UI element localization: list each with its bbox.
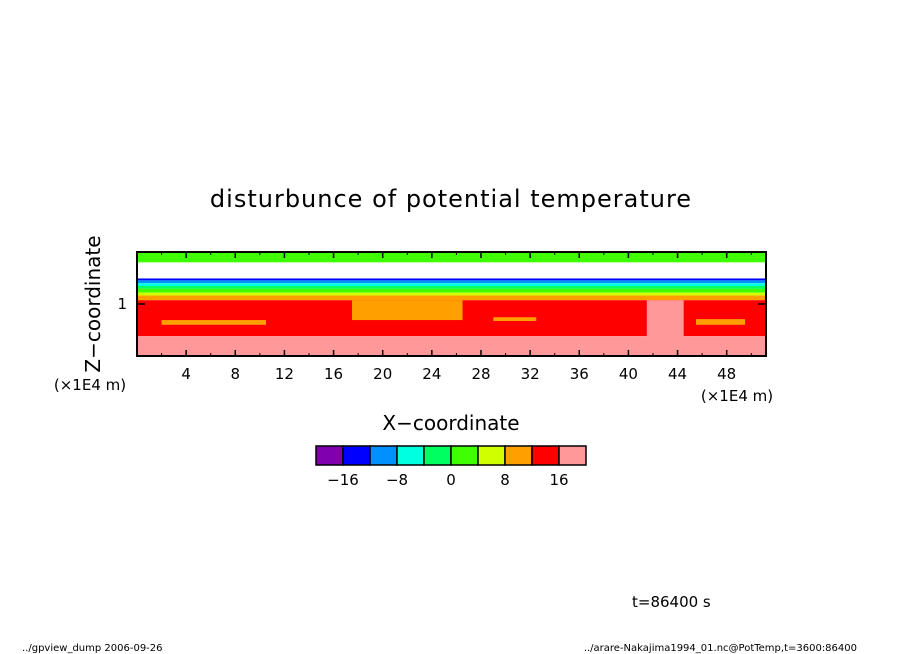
contour-layer-2 — [137, 278, 766, 281]
y-tick-label-0: 1 — [117, 295, 127, 313]
colorbar-tick-label-4: 16 — [549, 471, 568, 489]
colorbar-tick-label-1: −8 — [386, 471, 408, 489]
colorbar-swatch-0 — [315, 445, 344, 466]
colorbar-swatch-5 — [450, 445, 479, 466]
x-tick-label-0: 4 — [181, 365, 191, 383]
contour-layer-4 — [137, 283, 766, 287]
time-label: t=86400 s — [632, 593, 711, 611]
contour-patch-4 — [646, 300, 684, 356]
colorbar-swatch-3 — [396, 445, 425, 466]
footer-left: ../gpview_dump 2006-09-26 — [22, 643, 163, 654]
contour-layer-5 — [137, 286, 766, 289]
contour-layer-1 — [137, 262, 766, 279]
chart-title: disturbunce of potential temperature — [210, 185, 692, 213]
x-tick-label-8: 36 — [570, 365, 589, 383]
colorbar-swatch-8 — [531, 445, 560, 466]
x-tick-label-1: 8 — [231, 365, 241, 383]
colorbar-tick-label-3: 8 — [500, 471, 510, 489]
colorbar-swatch-4 — [423, 445, 452, 466]
x-tick-label-2: 12 — [275, 365, 294, 383]
x-tick-label-10: 44 — [668, 365, 687, 383]
contour-patch-2 — [493, 317, 537, 322]
x-tick-label-4: 20 — [373, 365, 392, 383]
colorbar-swatch-2 — [369, 445, 398, 466]
x-tick-label-5: 24 — [422, 365, 441, 383]
colorbar: −16 −8 0 8 16 — [315, 445, 587, 489]
contour-layer-7 — [137, 292, 766, 296]
colorbar-swatch-7 — [504, 445, 533, 466]
colorbar-swatch-9 — [558, 445, 587, 466]
x-tick-label-11: 48 — [717, 365, 736, 383]
x-axis: 4 8 12 16 20 24 28 32 36 40 44 48 — [161, 252, 752, 383]
footer-right: ../arare-Nakajima1994_01.nc@PotTemp,t=36… — [584, 643, 857, 654]
colorbar-swatch-1 — [342, 445, 371, 466]
x-tick-label-3: 16 — [324, 365, 343, 383]
contour-layer-6 — [137, 288, 766, 293]
colorbar-tick-label-0: −16 — [327, 471, 359, 489]
x-axis-unit: (×1E4 m) — [701, 387, 773, 405]
x-tick-label-6: 28 — [471, 365, 490, 383]
contour-patch-0 — [351, 300, 463, 321]
contour-layer-8 — [137, 295, 766, 301]
y-axis-unit: (×1E4 m) — [54, 376, 126, 394]
plot-area — [137, 252, 766, 356]
contour-patch-3 — [695, 319, 746, 325]
colorbar-tick-label-2: 0 — [446, 471, 456, 489]
x-tick-label-7: 32 — [521, 365, 540, 383]
contour-layer-0 — [137, 252, 766, 263]
contour-patch-1 — [161, 320, 266, 325]
contour-layer-10 — [137, 336, 766, 356]
y-axis-label: Z−coordinate — [81, 235, 105, 372]
colorbar-swatch-6 — [477, 445, 506, 466]
contour-layer-3 — [137, 280, 766, 284]
y-axis: 1 — [117, 295, 766, 313]
x-tick-label-9: 40 — [619, 365, 638, 383]
x-axis-label: X−coordinate — [382, 411, 519, 435]
